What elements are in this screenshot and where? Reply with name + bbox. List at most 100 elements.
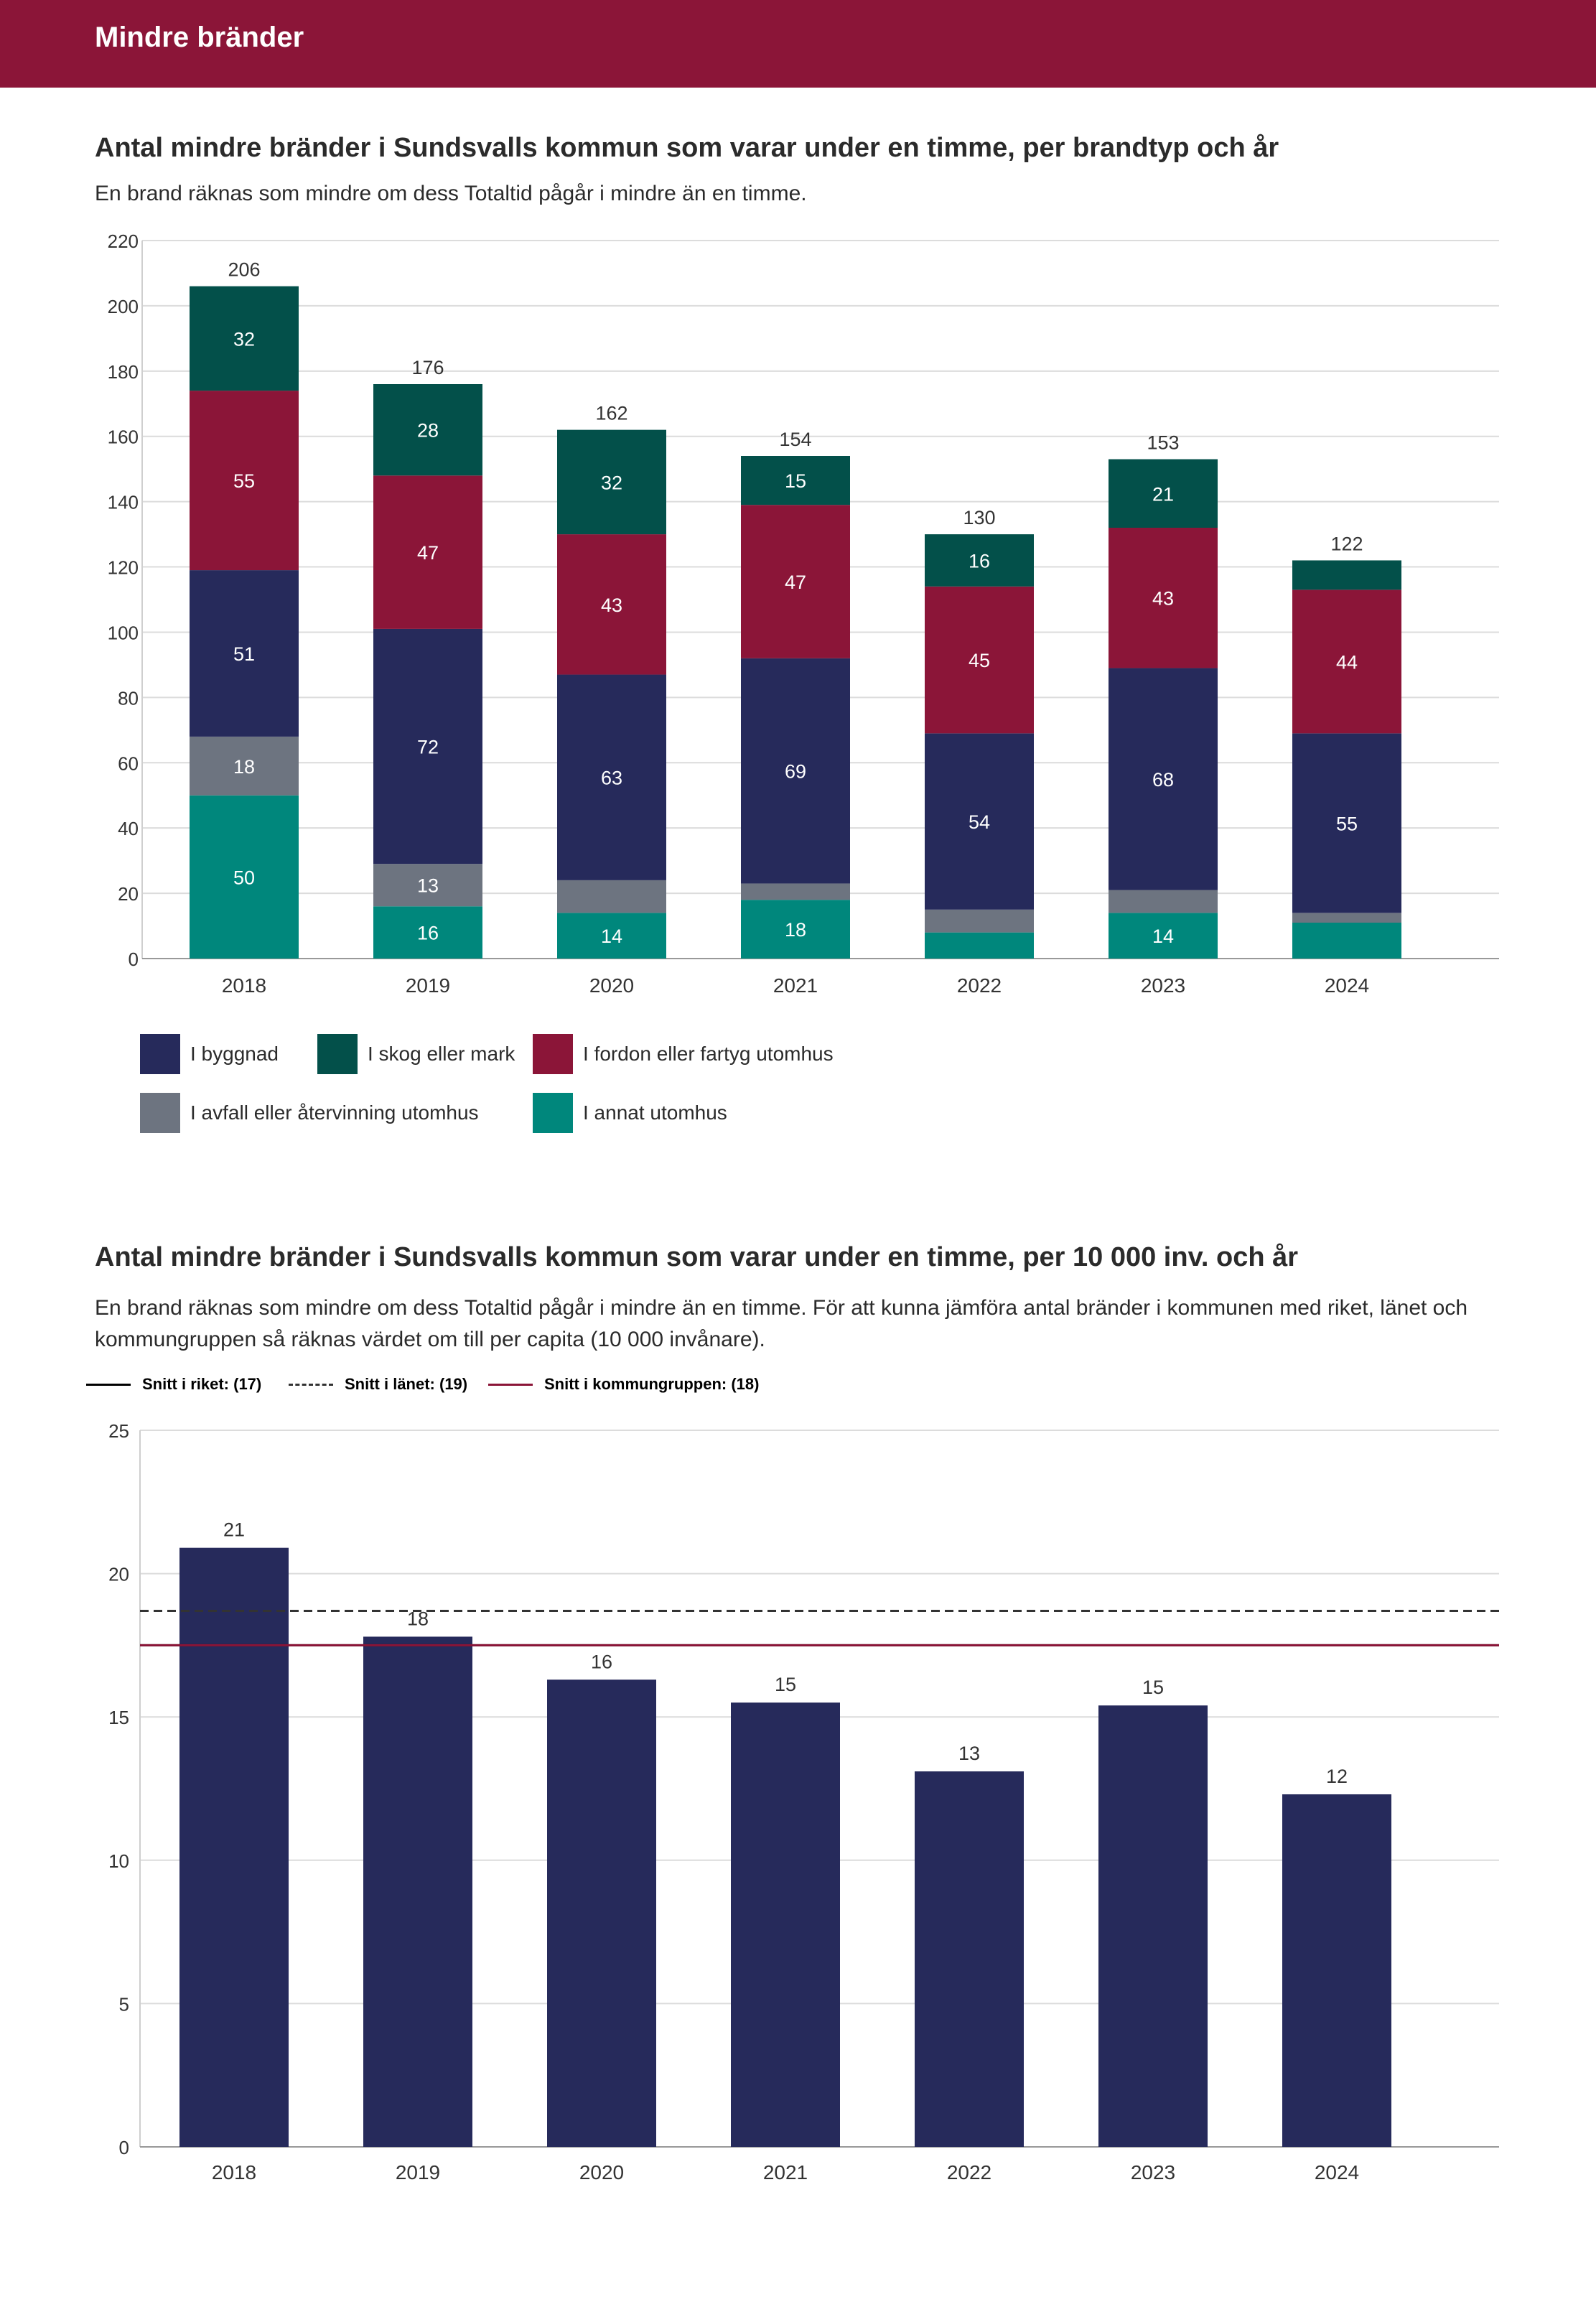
bar-value-label: 12	[1326, 1766, 1348, 1787]
chart2-subtitle: En brand räknas som mindre om dess Total…	[95, 1296, 1468, 1351]
segment-value-label: 18	[233, 756, 255, 778]
legend-item-byggnad: I byggnad	[140, 1034, 279, 1074]
reference-legend-label: Snitt i riket: (17)	[142, 1375, 262, 1393]
bar-segment	[741, 658, 850, 884]
segment-value-label: 69	[785, 761, 806, 783]
reference-line-swatch	[488, 1383, 533, 1386]
total-value-label: 154	[779, 429, 811, 450]
y-tick-label: 0	[129, 949, 139, 970]
bar-segment	[373, 475, 482, 629]
bar-segment	[190, 570, 299, 737]
bar-segment	[373, 384, 482, 476]
x-tick-label: 2024	[1315, 2161, 1359, 2184]
bar-segment	[190, 736, 299, 796]
bar	[731, 1702, 840, 2147]
segment-value-label: 68	[1152, 769, 1174, 791]
segment-value-label: 18	[785, 919, 806, 941]
y-tick-label: 40	[118, 818, 139, 839]
y-tick-label: 5	[119, 1993, 129, 2015]
y-tick-label: 220	[108, 230, 139, 252]
x-tick-label: 2023	[1131, 2161, 1175, 2184]
segment-value-label: 55	[1336, 813, 1358, 834]
total-value-label: 206	[228, 259, 260, 281]
reference-line-swatch	[289, 1383, 333, 1386]
y-tick-label: 120	[108, 557, 139, 579]
bar-segment	[925, 534, 1034, 587]
x-tick-label: 2023	[1141, 974, 1185, 997]
segment-value-label: 51	[233, 643, 255, 665]
bar	[363, 1636, 472, 2147]
segment-value-label: 72	[417, 737, 439, 758]
segment-value-label: 15	[785, 470, 806, 492]
bar-value-label: 15	[1142, 1677, 1164, 1698]
y-tick-label: 60	[118, 752, 139, 774]
bar-segment	[925, 586, 1034, 734]
segment-value-label: 14	[1152, 926, 1174, 947]
segment-value-label: 14	[601, 926, 622, 947]
y-tick-label: 25	[108, 1420, 129, 1442]
reference-legend-label: Snitt i länet: (19)	[345, 1375, 468, 1393]
x-tick-label: 2019	[396, 2161, 440, 2184]
x-tick-label: 2020	[579, 2161, 624, 2184]
bar-segment	[190, 795, 299, 959]
bar-segment	[1109, 668, 1218, 890]
bar-segment	[373, 864, 482, 907]
bar-segment	[925, 932, 1034, 959]
bar-segment	[1292, 923, 1401, 959]
reference-legend-riket: Snitt i riket: (17)	[86, 1371, 261, 1397]
bar-segment	[373, 906, 482, 959]
segment-value-label: 55	[233, 470, 255, 492]
x-tick-label: 2022	[947, 2161, 991, 2184]
segment-value-label: 50	[233, 867, 255, 888]
total-value-label: 122	[1330, 533, 1363, 554]
bar-segment	[1109, 528, 1218, 668]
y-tick-label: 200	[108, 296, 139, 317]
segment-value-label: 44	[1336, 651, 1358, 673]
chart1-legend: I byggnad I skog eller mark I fordon ell…	[140, 1034, 1002, 1142]
y-tick-label: 160	[108, 427, 139, 448]
total-value-label: 162	[595, 403, 627, 424]
page-title: Mindre bränder	[95, 22, 304, 53]
bar-segment	[190, 286, 299, 391]
bar	[915, 1771, 1024, 2147]
y-tick-label: 10	[108, 1850, 129, 1872]
bar-segment	[925, 909, 1034, 933]
segment-value-label: 47	[417, 542, 439, 564]
reference-line-swatch	[86, 1383, 131, 1386]
legend-label: I avfall eller återvinning utomhus	[190, 1101, 479, 1124]
bar-segment	[557, 880, 666, 913]
segment-value-label: 13	[417, 875, 439, 897]
bar-segment	[557, 429, 666, 535]
bar	[1098, 1705, 1208, 2147]
y-tick-label: 0	[119, 2137, 129, 2158]
x-tick-label: 2021	[763, 2161, 808, 2184]
bar	[547, 1679, 656, 2147]
bar-segment	[1292, 560, 1401, 590]
bar-value-label: 15	[775, 1674, 796, 1695]
bar	[1282, 1794, 1391, 2147]
segment-value-label: 45	[969, 650, 990, 671]
y-tick-label: 100	[108, 622, 139, 643]
x-tick-label: 2018	[222, 974, 266, 997]
chart2-title: Antal mindre bränder i Sundsvalls kommun…	[95, 1242, 1299, 1272]
legend-item-annat: I annat utomhus	[533, 1093, 727, 1133]
bar-segment	[741, 900, 850, 959]
legend-item-skog: I skog eller mark	[317, 1034, 515, 1074]
reference-legend-lanet: Snitt i länet: (19)	[289, 1371, 467, 1397]
bar-segment	[741, 456, 850, 505]
segment-value-label: 54	[969, 811, 990, 833]
legend-swatch	[140, 1093, 180, 1133]
segment-value-label: 32	[601, 472, 622, 493]
legend-swatch	[317, 1034, 358, 1074]
segment-value-label: 43	[601, 595, 622, 616]
page-header: Mindre bränder	[0, 0, 1596, 88]
chart1-title: Antal mindre bränder i Sundsvalls kommun…	[95, 133, 1279, 163]
segment-value-label: 28	[417, 420, 439, 442]
legend-label: I annat utomhus	[583, 1101, 727, 1124]
segment-value-label: 16	[417, 923, 439, 944]
segment-value-label: 47	[785, 572, 806, 593]
bar-value-label: 21	[223, 1519, 245, 1541]
legend-swatch	[140, 1034, 180, 1074]
y-tick-label: 80	[118, 687, 139, 709]
bar-segment	[190, 391, 299, 571]
